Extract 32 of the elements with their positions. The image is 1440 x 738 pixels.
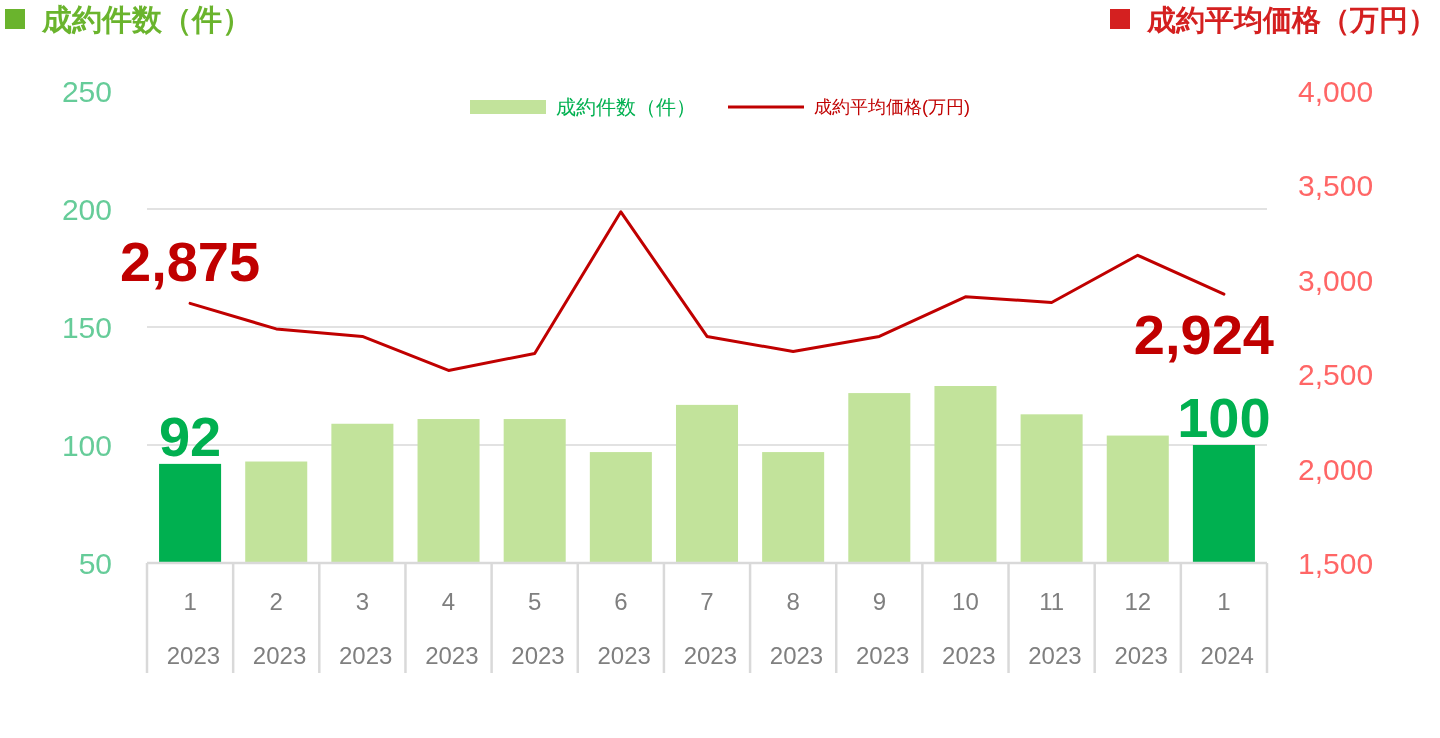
x-tick-label: 2 2023 xyxy=(246,588,307,669)
x-tick-label: 1 2023 xyxy=(160,588,221,669)
y2-axis-title: 成約平均価格（万円） xyxy=(1146,4,1437,36)
data-label: 92 xyxy=(158,404,222,468)
y2-tick-label: 3,500 xyxy=(1298,169,1374,203)
x-tick-label: 12 2023 xyxy=(1107,588,1168,669)
x-tick-label: 10 2023 xyxy=(935,588,996,669)
x-tick-label: 7 2023 xyxy=(676,588,738,669)
x-tick-label: 4 2023 xyxy=(418,588,479,669)
y-axis-title: 成約件数（件） xyxy=(41,3,252,36)
x-tick-label: 1 2024 xyxy=(1193,588,1254,669)
y-tick-label: 200 xyxy=(61,193,112,226)
y2-tick-label: 1,500 xyxy=(1298,547,1374,580)
x-tick-label: 5 2023 xyxy=(504,588,565,669)
data-label: 2,924 xyxy=(1133,303,1274,367)
y2-tick-label: 2,000 xyxy=(1298,452,1374,486)
y-tick-label: 250 xyxy=(61,75,112,108)
y2-tick-label: 4,000 xyxy=(1298,75,1374,108)
x-tick-label: 8 2023 xyxy=(763,588,824,669)
x-tick-label: 6 2023 xyxy=(590,588,651,669)
y-tick-label: 150 xyxy=(61,311,112,344)
y2-tick-label: 3,000 xyxy=(1298,263,1374,297)
y2-tick-label: 2,500 xyxy=(1298,358,1374,392)
x-tick-label: 11 2023 xyxy=(1021,588,1082,669)
data-label: 100 xyxy=(1177,386,1271,449)
y-tick-label: 50 xyxy=(78,547,112,580)
y-tick-label: 100 xyxy=(61,429,112,462)
x-tick-label: 3 2023 xyxy=(332,588,393,669)
legend-label: 成約平均価格(万円) xyxy=(814,97,970,118)
x-tick-label: 9 2023 xyxy=(849,588,910,669)
data-label: 2,875 xyxy=(120,230,261,294)
legend-label: 成約件数（件） xyxy=(556,96,696,119)
